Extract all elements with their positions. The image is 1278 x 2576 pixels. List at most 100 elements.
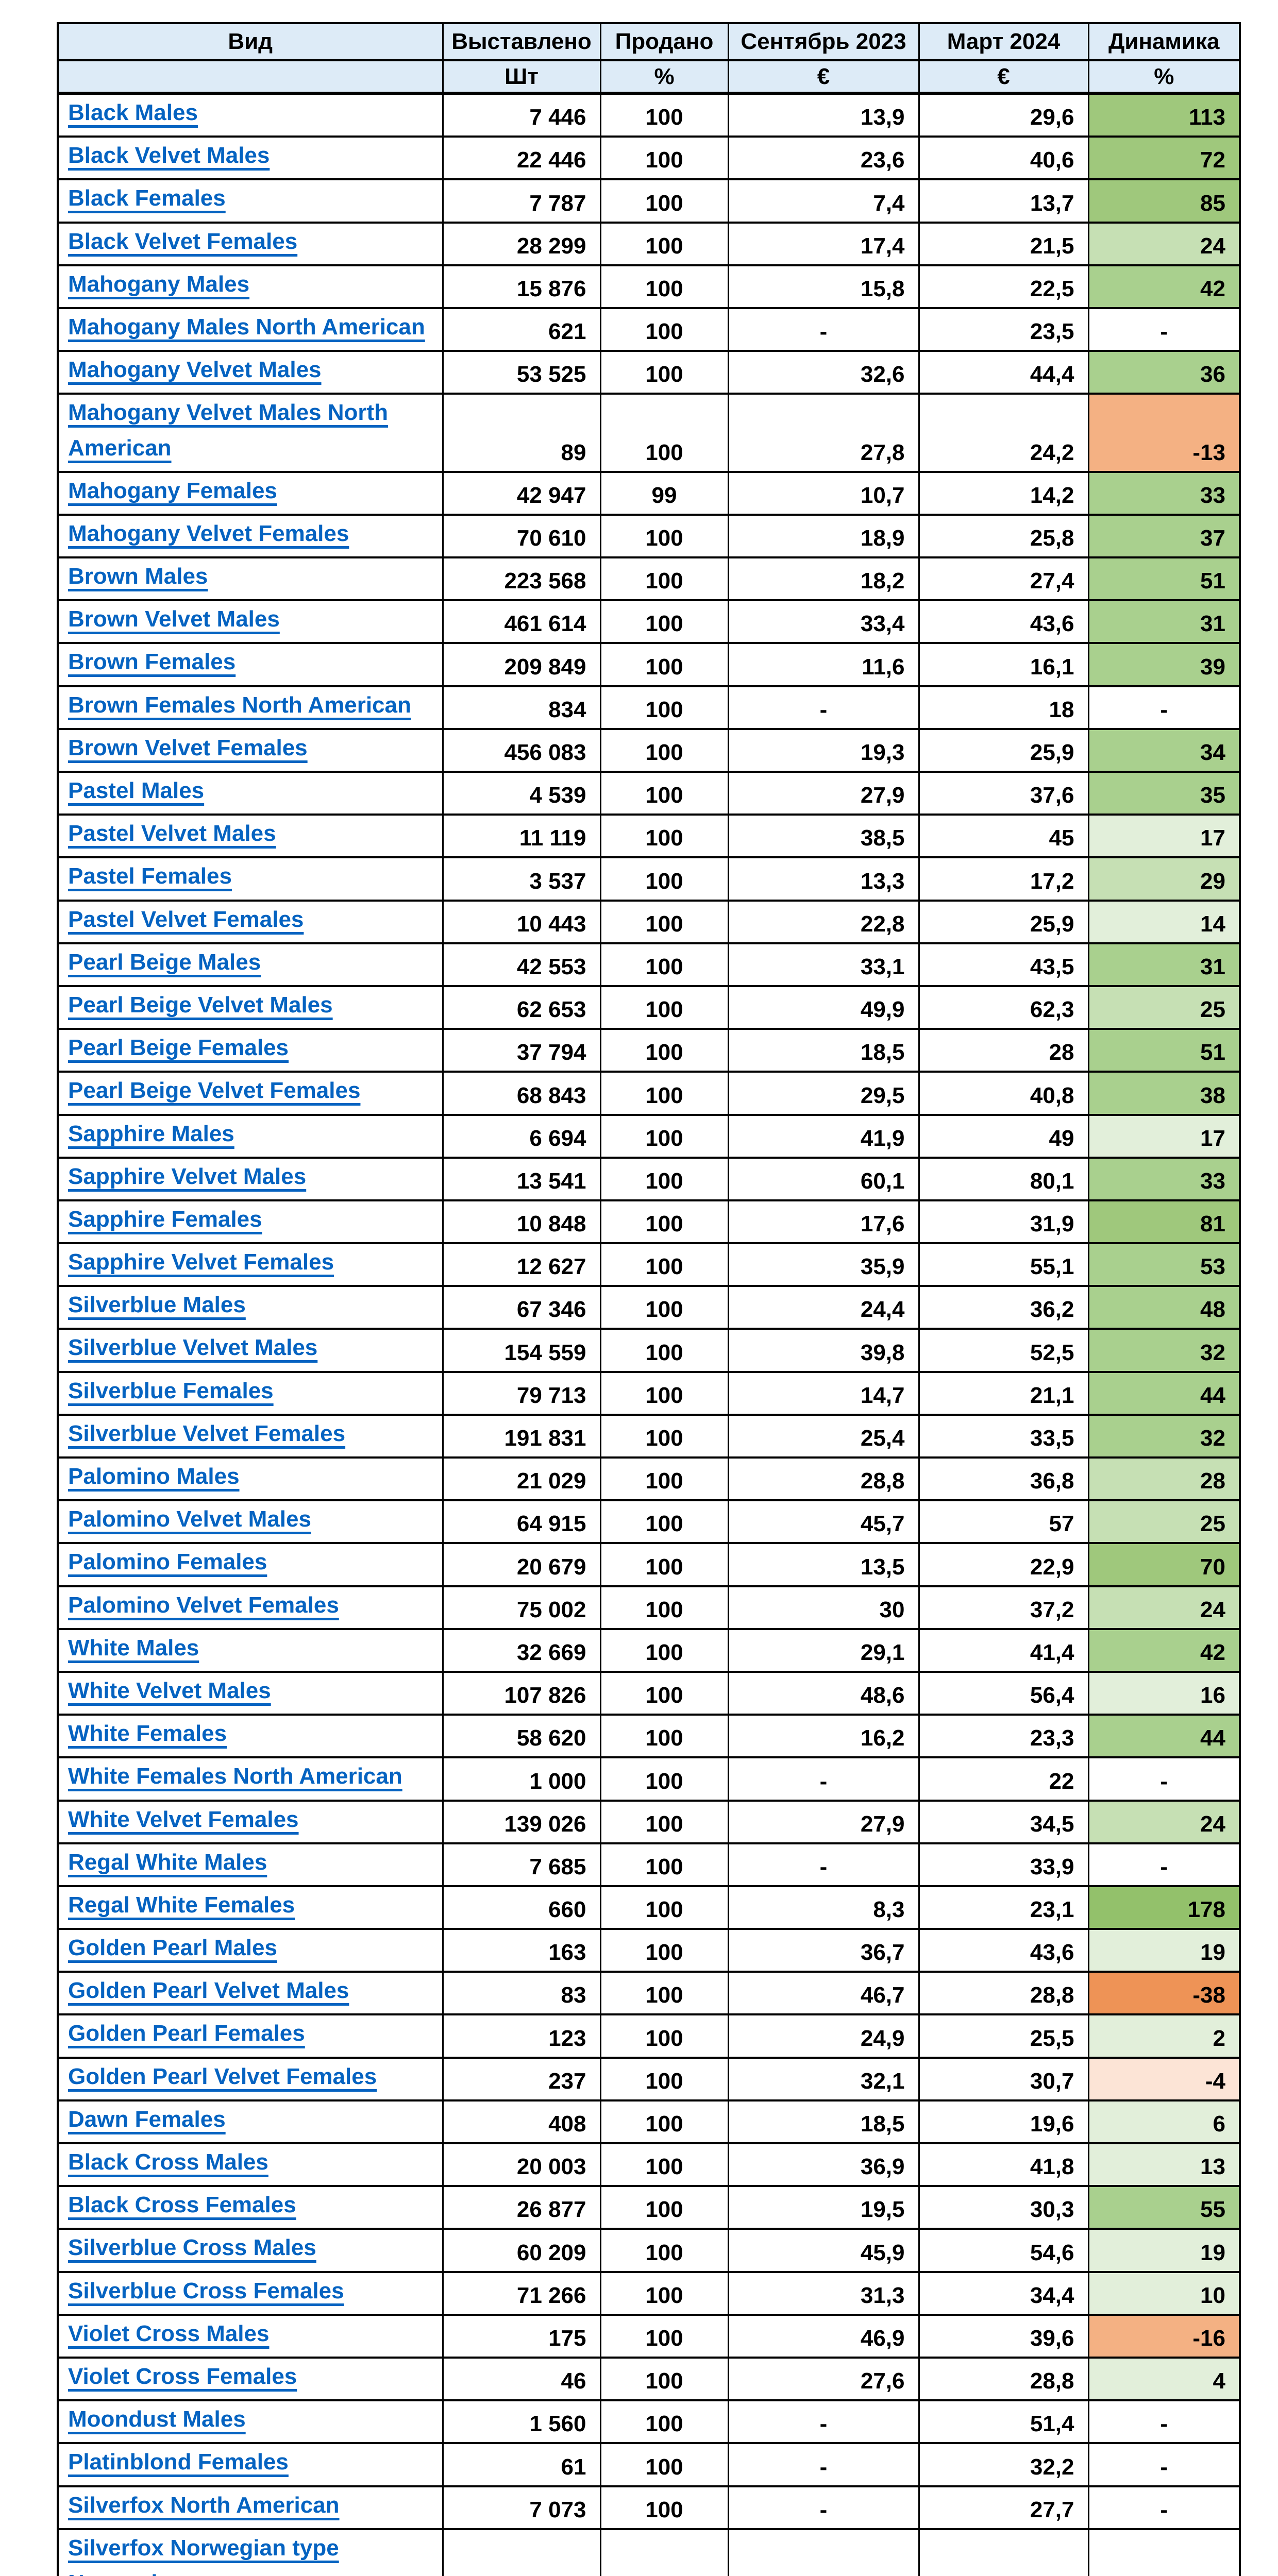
species-link[interactable]: Golden Pearl Males — [68, 1935, 277, 1961]
species-link[interactable]: Mahogany Males North American — [68, 314, 425, 340]
species-link[interactable]: Palomino Velvet Males — [68, 1506, 311, 1532]
species-link[interactable]: Black Velvet Females — [68, 228, 298, 254]
species-link[interactable]: Pastel Females — [68, 863, 232, 889]
species-link[interactable]: Regal White Females — [68, 1892, 295, 1918]
offered-cell: 10 443 — [442, 899, 601, 944]
species-link[interactable]: Brown Males — [68, 564, 208, 589]
offered-cell: 408 — [442, 2099, 601, 2145]
species-cell: Golden Pearl Males — [57, 1928, 444, 1973]
species-link[interactable]: Silverblue Cross Females — [68, 2278, 344, 2303]
header-kind: Вид — [57, 22, 444, 61]
species-link[interactable]: Silverblue Females — [68, 1378, 274, 1403]
species-link[interactable]: White Females — [68, 1721, 227, 1747]
species-link[interactable]: Pearl Beige Velvet Males — [68, 992, 333, 1018]
species-link[interactable]: Silverblue Velvet Females — [68, 1420, 346, 1446]
species-link[interactable]: Silverblue Males — [68, 1292, 246, 1318]
species-link[interactable]: Brown Velvet Females — [68, 735, 308, 760]
dynamics-cell: 16 — [1087, 1670, 1241, 1716]
dynamics-cell: - — [1087, 1842, 1241, 1887]
offered-cell: 3 537 — [442, 856, 601, 902]
dynamics-cell: 32 — [1087, 1413, 1241, 1459]
species-link[interactable]: Mahogany Velvet Males North American — [68, 400, 389, 461]
species-link[interactable]: Moondust Males — [68, 2406, 246, 2432]
unit-sold: % — [599, 59, 729, 95]
mar2024-price-cell: 17,2 — [918, 856, 1089, 902]
species-link[interactable]: Pastel Males — [68, 778, 205, 803]
sep2023-price-cell: 22,8 — [727, 899, 920, 944]
species-cell: Pearl Beige Velvet Females — [57, 1071, 444, 1116]
sep2023-price-cell: 24,9 — [727, 2013, 920, 2059]
species-link[interactable]: Platinblond Females — [68, 2449, 289, 2475]
species-link[interactable]: Sapphire Velvet Males — [68, 1163, 307, 1189]
offered-cell: 28 299 — [442, 221, 601, 266]
species-link[interactable]: White Velvet Females — [68, 1806, 299, 1832]
sold-cell: 100 — [599, 985, 729, 1030]
species-link[interactable]: White Males — [68, 1635, 199, 1660]
table-row: Mahogany Females 42 947 99 10,7 14,2 33 — [57, 470, 1241, 516]
species-link[interactable]: Silverfox Norwegian type Norwegian — [68, 2535, 339, 2576]
sold-cell: 100 — [599, 2356, 729, 2402]
species-link[interactable]: Silverblue Cross Males — [68, 2235, 316, 2261]
species-link[interactable]: Black Velvet Males — [68, 143, 270, 168]
species-link[interactable]: Sapphire Females — [68, 1206, 262, 1232]
offered-cell: 1 000 — [442, 1756, 601, 1802]
species-link[interactable]: Pearl Beige Females — [68, 1035, 289, 1061]
dynamics-cell: 6 — [1087, 2099, 1241, 2145]
mar2024-price-cell: 44,4 — [918, 350, 1089, 395]
species-link[interactable]: Golden Pearl Velvet Males — [68, 1978, 349, 2004]
dynamics-cell: 113 — [1087, 92, 1241, 138]
species-link[interactable]: Violet Cross Females — [68, 2363, 297, 2389]
table-row: Palomino Females 20 679 100 13,5 22,9 70 — [57, 1542, 1241, 1587]
species-link[interactable]: Sapphire Velvet Females — [68, 1249, 334, 1275]
mar2024-price-cell: 34,5 — [918, 1799, 1089, 1844]
species-link[interactable]: Sapphire Males — [68, 1121, 234, 1146]
species-link[interactable]: Silverblue Velvet Males — [68, 1335, 318, 1361]
dynamics-cell: 34 — [1087, 727, 1241, 773]
species-link[interactable]: Pastel Velvet Males — [68, 821, 276, 846]
dynamics-cell: 25 — [1087, 1499, 1241, 1545]
sold-cell: 100 — [599, 1028, 729, 1073]
table-row: Pearl Beige Velvet Females 68 843 100 29,5 4… — [57, 1071, 1241, 1116]
offered-cell: 175 — [442, 2313, 601, 2359]
species-link[interactable]: Golden Pearl Velvet Females — [68, 2063, 377, 2089]
species-link[interactable]: Black Cross Females — [68, 2192, 296, 2218]
species-link[interactable]: Pearl Beige Males — [68, 949, 261, 975]
sep2023-price-cell: 23,6 — [727, 135, 920, 181]
species-link[interactable]: Pearl Beige Velvet Females — [68, 1078, 361, 1104]
species-link[interactable]: Palomino Males — [68, 1464, 240, 1489]
species-link[interactable]: Mahogany Velvet Males — [68, 357, 322, 383]
species-link[interactable]: Mahogany Males — [68, 271, 250, 297]
table-row: Golden Pearl Velvet Males 83 100 46,7 28,8 -3… — [57, 1971, 1241, 2016]
unit-sep2023: € — [727, 59, 920, 95]
species-link[interactable]: White Females North American — [68, 1764, 402, 1789]
sep2023-price-cell: 15,8 — [727, 264, 920, 309]
species-link[interactable]: Palomino Velvet Females — [68, 1592, 339, 1618]
species-link[interactable]: Pastel Velvet Females — [68, 906, 304, 932]
species-link[interactable]: Golden Pearl Females — [68, 2021, 305, 2046]
species-link[interactable]: Mahogany Females — [68, 478, 277, 503]
species-link[interactable]: Black Females — [68, 185, 226, 211]
table-row: Moondust Males 1 560 100-51,4- — [57, 2399, 1241, 2445]
species-cell: Violet Cross Males — [57, 2313, 444, 2359]
mar2024-price-cell: 25,9 — [918, 899, 1089, 944]
species-link[interactable]: Brown Velvet Males — [68, 606, 280, 632]
mar2024-price-cell: 37,6 — [918, 770, 1089, 816]
species-link[interactable]: Violet Cross Males — [68, 2320, 270, 2346]
sep2023-price-cell: 38,5 — [727, 814, 920, 859]
species-link[interactable]: Brown Females North American — [68, 692, 411, 718]
species-cell: White Velvet Males — [57, 1670, 444, 1716]
mar2024-price-cell: 32,2 — [918, 2442, 1089, 2487]
unit-dynamics: % — [1087, 59, 1241, 95]
species-link[interactable]: Regal White Males — [68, 1849, 267, 1875]
table-row: White Females 58 620 100 16,2 23,3 44 — [57, 1714, 1241, 1759]
species-link[interactable]: Mahogany Velvet Females — [68, 520, 349, 546]
species-link[interactable]: Brown Females — [68, 649, 236, 675]
species-link[interactable]: White Velvet Males — [68, 1677, 271, 1703]
species-link[interactable]: Dawn Females — [68, 2106, 226, 2132]
species-link[interactable]: Black Males — [68, 100, 198, 125]
species-link[interactable]: Silverfox North American — [68, 2492, 340, 2518]
species-link[interactable]: Black Cross Males — [68, 2149, 268, 2175]
sep2023-price-cell: 13,9 — [727, 92, 920, 138]
species-link[interactable]: Palomino Females — [68, 1549, 267, 1575]
dynamics-cell: 29 — [1087, 856, 1241, 902]
